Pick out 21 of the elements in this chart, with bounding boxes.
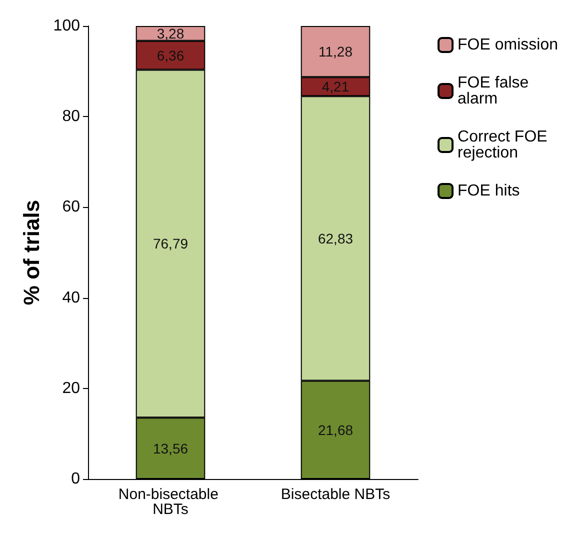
data-label: 3,28 bbox=[156, 25, 184, 42]
data-label: 4,21 bbox=[322, 78, 350, 95]
y-tick-label: 60 bbox=[62, 198, 80, 216]
y-tick-label: 0 bbox=[71, 470, 80, 488]
y-axis-title: % of trials bbox=[18, 200, 44, 306]
data-label: 62,83 bbox=[318, 230, 354, 246]
y-tick-label: 20 bbox=[62, 380, 80, 397]
y-tick-label: 40 bbox=[62, 289, 80, 306]
data-label: 13,56 bbox=[152, 440, 188, 456]
x-tick-label: Non-bisectable NBTs bbox=[118, 486, 223, 518]
y-tick-label: 80 bbox=[62, 108, 80, 126]
legend-label: FOE omission bbox=[458, 36, 558, 54]
data-label: 11,28 bbox=[318, 44, 353, 60]
legend-label: Correct FOE rejection bbox=[458, 128, 552, 162]
legend-label: FOE hits bbox=[458, 182, 520, 200]
data-label: 21,68 bbox=[318, 422, 354, 438]
y-tick-label: 100 bbox=[53, 18, 80, 34]
x-tick-label: Bisectable NBTs bbox=[280, 486, 390, 503]
data-label: 6,36 bbox=[156, 47, 184, 64]
legend-label: FOE false alarm bbox=[458, 74, 534, 108]
data-label: 76,79 bbox=[152, 236, 188, 252]
